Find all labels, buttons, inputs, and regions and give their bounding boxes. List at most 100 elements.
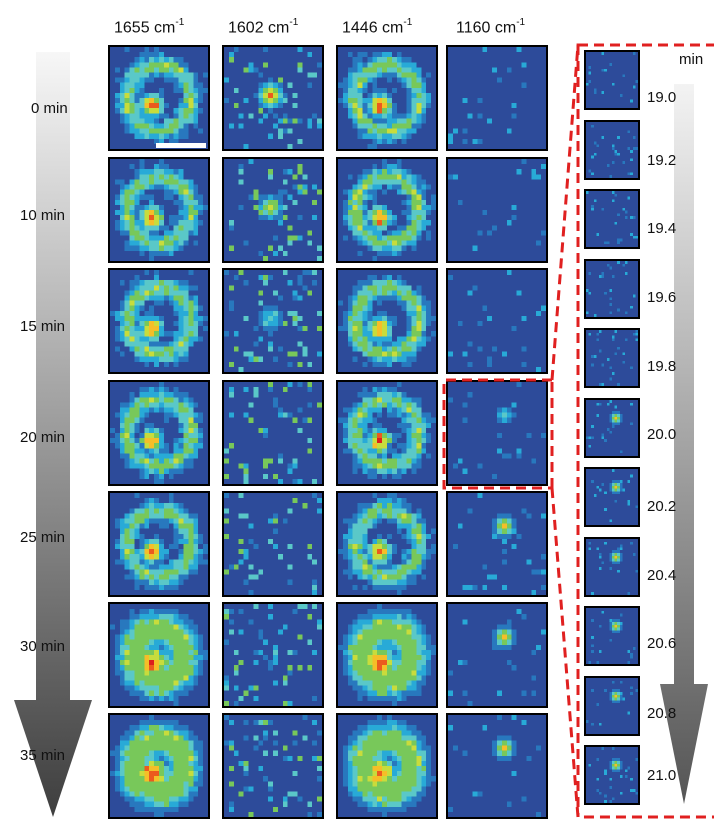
map-image — [224, 159, 322, 261]
map-1160-panel — [446, 602, 548, 708]
map-image — [224, 493, 322, 595]
inset-map-panel — [584, 328, 640, 388]
inset-label-1: 19.2 — [647, 152, 677, 169]
scale-bar — [156, 143, 206, 148]
map-image — [110, 493, 208, 595]
map-1160-panel — [446, 268, 548, 374]
map-1446-panel — [336, 45, 438, 151]
map-1446-panel — [336, 268, 438, 374]
map-1446-panel — [336, 380, 438, 486]
map-image — [448, 382, 546, 484]
inset-map-panel — [584, 745, 640, 805]
map-image — [338, 382, 436, 484]
time-label-3: 20 min — [20, 429, 66, 446]
map-1160-panel — [446, 45, 548, 151]
time-label-4: 25 min — [20, 529, 66, 546]
map-1602-panel — [222, 713, 324, 819]
map-image — [224, 604, 322, 706]
time-label-0: 0 min — [31, 100, 68, 117]
map-1602-panel — [222, 491, 324, 597]
inset-label-2: 19.4 — [647, 220, 677, 237]
time-label-6: 35 min — [20, 747, 66, 764]
map-1655-panel — [108, 491, 210, 597]
time-label-2: 15 min — [20, 318, 66, 335]
map-image — [224, 715, 322, 817]
map-image — [586, 191, 638, 247]
column-header-1446-text: 1446 cm — [342, 19, 404, 37]
map-1655-panel — [108, 602, 210, 708]
map-1655-panel — [108, 713, 210, 819]
inset-label-0: 19.0 — [647, 89, 677, 106]
map-1602-panel — [222, 380, 324, 486]
map-image — [338, 47, 436, 149]
inset-map-panel — [584, 119, 640, 180]
inset-label-7: 20.4 — [647, 567, 677, 584]
map-1446-panel — [336, 602, 438, 708]
column-header-1602-text: 1602 cm — [228, 19, 290, 37]
inset-map-panel — [584, 258, 640, 319]
map-1602-panel — [222, 602, 324, 708]
map-1160-panel — [446, 713, 548, 819]
map-1655-panel — [108, 157, 210, 263]
inset-map-panel — [584, 675, 640, 736]
map-image — [338, 604, 436, 706]
map-image — [448, 604, 546, 706]
map-image — [338, 493, 436, 595]
map-1160-panel — [446, 491, 548, 597]
inset-label-10: 21.0 — [647, 767, 677, 784]
inset-map-panel — [584, 397, 640, 458]
map-image — [224, 382, 322, 484]
inset-map-panel — [584, 50, 640, 110]
column-header-1655-text: 1655 cm — [114, 19, 176, 37]
time-arrow-right — [660, 84, 708, 804]
column-header-1602: 1602 cm-1 — [228, 17, 299, 37]
map-1655-panel — [108, 268, 210, 374]
map-image — [110, 715, 208, 817]
column-header-1446-exp: -1 — [403, 17, 413, 28]
column-header-1160: 1160 cm-1 — [456, 17, 526, 37]
column-header-1446: 1446 cm-1 — [342, 17, 413, 37]
inset-label-6: 20.2 — [647, 498, 677, 515]
map-1446-panel — [336, 491, 438, 597]
inset-label-5: 20.0 — [647, 426, 677, 443]
map-image — [338, 270, 436, 372]
map-image — [110, 382, 208, 484]
inset-map-panel — [584, 467, 640, 527]
map-image — [586, 52, 638, 108]
map-1160-panel — [446, 157, 548, 263]
map-image — [586, 677, 638, 734]
inset-label-8: 20.6 — [647, 635, 677, 652]
map-image — [448, 159, 546, 261]
time-arrow-left — [14, 52, 92, 817]
map-1602-panel — [222, 157, 324, 263]
map-image — [110, 604, 208, 706]
column-header-1602-exp: -1 — [289, 17, 299, 28]
column-header-1160-text: 1160 cm — [456, 19, 517, 37]
inset-unit-label: min — [679, 51, 704, 68]
map-1446-panel — [336, 713, 438, 819]
column-header-1160-exp: -1 — [516, 17, 526, 28]
map-image — [110, 47, 208, 149]
map-image — [586, 608, 638, 664]
inset-label-3: 19.6 — [647, 289, 677, 306]
map-image — [586, 747, 638, 803]
map-image — [586, 330, 638, 386]
map-image — [586, 469, 638, 525]
map-1655-panel — [108, 45, 210, 151]
map-image — [448, 270, 546, 372]
map-image — [448, 493, 546, 595]
map-image — [110, 270, 208, 372]
map-image — [110, 159, 208, 261]
map-image — [586, 399, 638, 456]
map-1602-panel — [222, 45, 324, 151]
inset-map-panel — [584, 606, 640, 666]
map-image — [586, 260, 638, 317]
inset-map-panel — [584, 536, 640, 597]
map-image — [338, 715, 436, 817]
map-image — [338, 159, 436, 261]
map-image — [224, 270, 322, 372]
map-1446-panel — [336, 157, 438, 263]
map-image — [586, 121, 638, 178]
map-image — [448, 47, 546, 149]
